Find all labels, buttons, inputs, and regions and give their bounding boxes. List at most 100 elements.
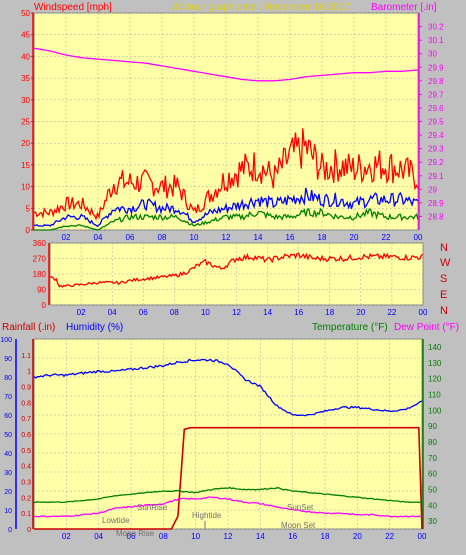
x-tick-label: 18 bbox=[321, 532, 330, 541]
x-tick-label: 14 bbox=[256, 532, 265, 541]
windspeed-tick-label: 30 bbox=[21, 96, 30, 105]
wind-gust-line bbox=[33, 128, 419, 221]
humidity-line bbox=[33, 358, 423, 417]
humidity-tick-label: 20 bbox=[4, 489, 12, 496]
windspeed-tick-label: 45 bbox=[21, 31, 30, 40]
windspeed-tick-label: 10 bbox=[21, 183, 30, 192]
rainfall-tick-label: 0 bbox=[27, 527, 31, 534]
barometer-tick-label: 29.1 bbox=[428, 172, 444, 181]
x-tick-label: 20 bbox=[350, 233, 359, 242]
rainfall-tick-label: 0.3 bbox=[21, 480, 31, 487]
humidity-tick-label: 70 bbox=[4, 394, 12, 401]
x-tick-label: 08 bbox=[170, 308, 179, 317]
humidity-tick-label: 60 bbox=[4, 413, 12, 420]
temperature-tick-label: 140 bbox=[428, 343, 442, 352]
temperature-line bbox=[33, 486, 423, 504]
x-tick-label: 02 bbox=[62, 532, 71, 541]
x-tick-label: 22 bbox=[385, 532, 394, 541]
rainfall-line bbox=[34, 426, 423, 530]
x-tick-label: 12 bbox=[224, 532, 233, 541]
chart-marks: 0510152025303540455028.828.92929.129.229… bbox=[0, 9, 444, 541]
x-tick-label: 18 bbox=[325, 308, 334, 317]
x-tick-label: 10 bbox=[191, 532, 200, 541]
direction-plot-area bbox=[49, 242, 424, 306]
windspeed-tick-label: 35 bbox=[21, 74, 30, 83]
compass-n-top: N bbox=[440, 242, 448, 254]
x-tick-label: 14 bbox=[263, 308, 272, 317]
x-tick-label: 06 bbox=[127, 532, 136, 541]
barometer-tick-label: 29.3 bbox=[428, 145, 444, 154]
x-tick-label: 04 bbox=[108, 308, 117, 317]
direction-tick-label: 90 bbox=[37, 286, 46, 295]
event-annotation: Moon Set bbox=[281, 521, 316, 530]
windspeed-tick-label: 20 bbox=[21, 139, 30, 148]
direction-tick-label: 0 bbox=[42, 301, 47, 310]
event-annotation: SunSet bbox=[287, 503, 314, 512]
humidity-tick-label: 30 bbox=[4, 470, 12, 477]
event-annotation: SunRise bbox=[137, 503, 168, 512]
compass-s: S bbox=[440, 273, 447, 285]
x-tick-label: 08 bbox=[159, 532, 168, 541]
dewpoint-line bbox=[33, 496, 423, 518]
temperature-tick-label: 110 bbox=[428, 390, 441, 399]
windspeed-axis-title: Windspeed [mph] bbox=[34, 2, 112, 13]
barometer-tick-label: 29.5 bbox=[428, 118, 444, 127]
x-tick-label: 22 bbox=[387, 308, 396, 317]
x-tick-label: 04 bbox=[94, 532, 103, 541]
barometer-tick-label: 29.8 bbox=[428, 77, 444, 86]
temperature-tick-label: 120 bbox=[428, 375, 442, 384]
x-tick-label: 00 bbox=[414, 233, 423, 242]
barometer-tick-label: 29.9 bbox=[428, 63, 444, 72]
barometer-tick-label: 29.6 bbox=[428, 104, 444, 113]
humidity-tick-label: 40 bbox=[4, 451, 12, 458]
humidity-tick-label: 0 bbox=[8, 527, 12, 534]
temperature-tick-label: 70 bbox=[428, 454, 437, 463]
x-tick-label: 20 bbox=[356, 308, 365, 317]
x-tick-label: 22 bbox=[382, 233, 391, 242]
barometer-tick-label: 29.7 bbox=[428, 90, 444, 99]
rainfall-tick-label: 0.2 bbox=[21, 495, 31, 502]
x-tick-label: 06 bbox=[139, 308, 148, 317]
rainfall-tick-label: 0.1 bbox=[21, 511, 31, 518]
x-tick-label: 02 bbox=[77, 308, 86, 317]
humidity-tick-label: 90 bbox=[4, 356, 12, 363]
temperature-tick-label: 50 bbox=[428, 485, 437, 494]
x-tick-label: 18 bbox=[318, 233, 327, 242]
rainfall-tick-label: 0.8 bbox=[21, 400, 31, 407]
compass-e: E bbox=[440, 289, 447, 301]
temperature-tick-label: 40 bbox=[428, 501, 437, 510]
barometer-tick-label: 30 bbox=[428, 50, 437, 59]
wind-direction-line bbox=[49, 252, 424, 288]
x-tick-label: 16 bbox=[286, 233, 295, 242]
barometer-tick-label: 28.8 bbox=[428, 212, 444, 221]
temperature-tick-label: 30 bbox=[428, 517, 437, 526]
x-tick-label: 12 bbox=[232, 308, 241, 317]
x-tick-label: 14 bbox=[254, 233, 263, 242]
barometer-tick-label: 30.1 bbox=[428, 36, 444, 45]
humidity-tick-label: 100 bbox=[0, 337, 12, 344]
rainfall-tick-label: 0.6 bbox=[21, 432, 31, 439]
event-annotation: Lowtide bbox=[102, 516, 130, 525]
compass-w: W bbox=[440, 257, 451, 269]
temperature-tick-label: 60 bbox=[428, 470, 437, 479]
temperature-axis-title: Temperature (°F) bbox=[312, 322, 388, 333]
rainfall-tick-label: 1 bbox=[27, 369, 31, 376]
dewpoint-axis-title: Dew Point (°F) bbox=[394, 322, 459, 333]
x-tick-label: 10 bbox=[201, 308, 210, 317]
direction-tick-label: 180 bbox=[33, 270, 47, 279]
barometer-line bbox=[33, 47, 419, 82]
x-tick-label: 00 bbox=[418, 532, 427, 541]
humidity-axis-title: Humidity (%) bbox=[66, 322, 123, 333]
barometer-tick-label: 29.4 bbox=[428, 131, 444, 140]
humidity-tick-label: 10 bbox=[4, 508, 12, 515]
direction-tick-label: 360 bbox=[33, 239, 47, 248]
temperature-tick-label: 90 bbox=[428, 422, 437, 431]
rainfall-tick-label: 0.4 bbox=[21, 464, 31, 471]
temperature-tick-label: 130 bbox=[428, 359, 442, 368]
humidity-tick-label: 80 bbox=[4, 375, 12, 382]
temperature-tick-label: 100 bbox=[428, 406, 442, 415]
direction-tick-label: 270 bbox=[33, 255, 47, 264]
x-tick-label: 06 bbox=[126, 233, 135, 242]
windspeed-tick-label: 0 bbox=[26, 226, 31, 235]
